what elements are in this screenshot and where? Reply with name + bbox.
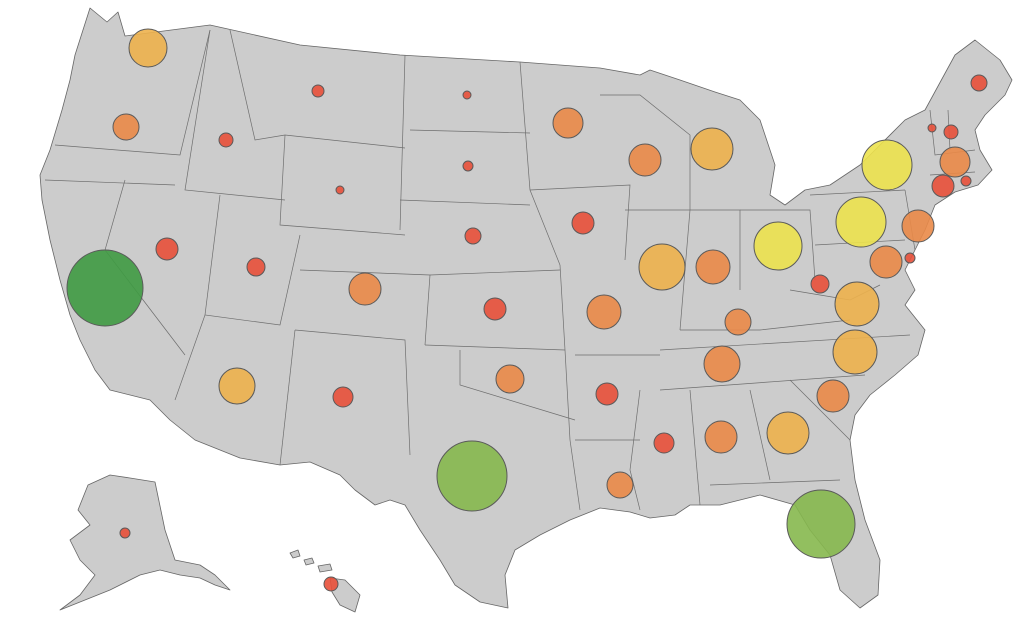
bubble-la[interactable] bbox=[606, 471, 634, 499]
bubble-ri[interactable] bbox=[960, 175, 972, 187]
bubble-in[interactable] bbox=[695, 249, 731, 285]
bubble-layer bbox=[66, 28, 988, 592]
bubble-ct[interactable] bbox=[931, 174, 955, 198]
bubble-oh[interactable] bbox=[753, 221, 803, 271]
bubble-id[interactable] bbox=[218, 132, 234, 148]
bubble-nc[interactable] bbox=[832, 329, 878, 375]
bubble-sc[interactable] bbox=[816, 379, 850, 413]
bubble-ca[interactable] bbox=[66, 249, 144, 327]
bubble-ia[interactable] bbox=[571, 211, 595, 235]
bubble-de[interactable] bbox=[904, 252, 916, 264]
bubble-tn[interactable] bbox=[703, 345, 741, 383]
bubble-ks[interactable] bbox=[483, 297, 507, 321]
bubble-ak[interactable] bbox=[119, 527, 131, 539]
bubble-wa[interactable] bbox=[128, 28, 168, 68]
bubble-ky[interactable] bbox=[724, 308, 752, 336]
bubble-nh[interactable] bbox=[943, 124, 959, 140]
bubble-nd[interactable] bbox=[462, 90, 472, 100]
bubble-wv[interactable] bbox=[810, 274, 830, 294]
bubble-fl[interactable] bbox=[786, 489, 856, 559]
bubble-az[interactable] bbox=[218, 367, 256, 405]
bubble-mn[interactable] bbox=[552, 107, 584, 139]
bubble-nv[interactable] bbox=[155, 237, 179, 261]
bubble-ut[interactable] bbox=[246, 257, 266, 277]
bubble-ms[interactable] bbox=[653, 432, 675, 454]
bubble-il[interactable] bbox=[638, 243, 686, 291]
state-borders bbox=[44, 29, 976, 511]
land-layer bbox=[39, 7, 1013, 613]
bubble-mo[interactable] bbox=[586, 294, 622, 330]
bubble-mt[interactable] bbox=[311, 84, 325, 98]
bubble-me[interactable] bbox=[970, 74, 988, 92]
bubble-md[interactable] bbox=[869, 245, 903, 279]
bubble-pa[interactable] bbox=[835, 196, 887, 248]
bubble-hi[interactable] bbox=[323, 576, 339, 592]
bubble-ok[interactable] bbox=[495, 364, 525, 394]
bubble-wi[interactable] bbox=[628, 143, 662, 177]
bubble-or[interactable] bbox=[112, 113, 140, 141]
bubble-ny[interactable] bbox=[861, 139, 913, 191]
contiguous-us-outline bbox=[39, 7, 1013, 609]
alaska-outline bbox=[59, 474, 231, 611]
bubble-vt[interactable] bbox=[927, 123, 937, 133]
bubble-ne[interactable] bbox=[464, 227, 482, 245]
bubble-mi[interactable] bbox=[690, 127, 734, 171]
bubble-al[interactable] bbox=[704, 420, 738, 454]
bubble-ma[interactable] bbox=[939, 146, 971, 178]
bubble-ar[interactable] bbox=[595, 382, 619, 406]
bubble-co[interactable] bbox=[348, 272, 382, 306]
bubble-sd[interactable] bbox=[462, 160, 474, 172]
bubble-nm[interactable] bbox=[332, 386, 354, 408]
bubble-va[interactable] bbox=[834, 281, 880, 327]
bubble-ga[interactable] bbox=[766, 411, 810, 455]
bubble-tx[interactable] bbox=[436, 440, 508, 512]
bubble-nj[interactable] bbox=[901, 209, 935, 243]
bubble-wy[interactable] bbox=[335, 185, 345, 195]
